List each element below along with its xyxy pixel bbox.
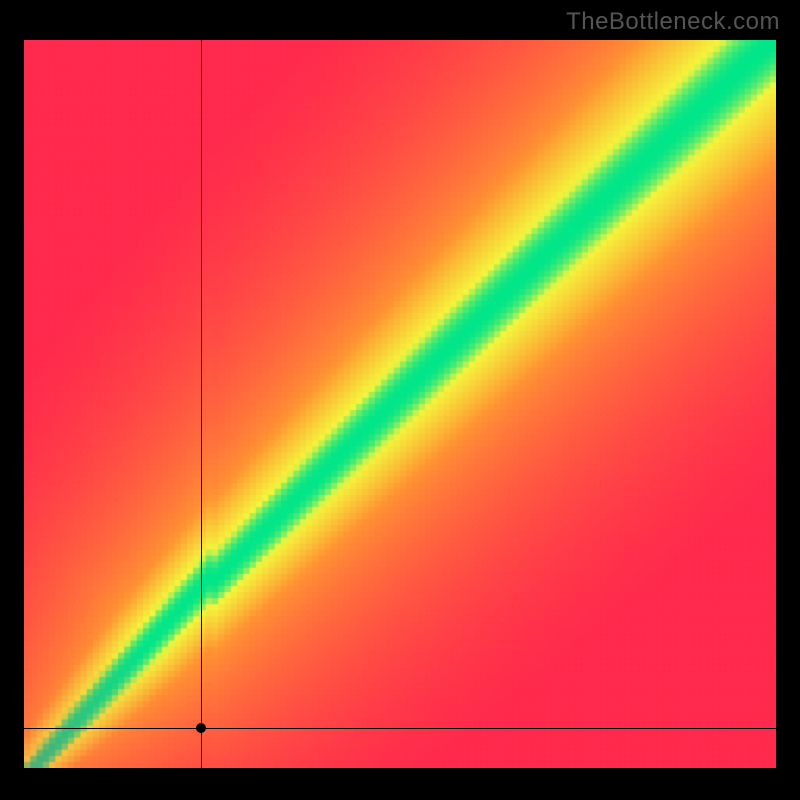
crosshair-horizontal <box>24 728 776 729</box>
crosshair-marker <box>196 723 206 733</box>
watermark-text: TheBottleneck.com <box>566 8 780 36</box>
bottleneck-heatmap <box>24 40 776 768</box>
plot-area <box>24 40 776 768</box>
crosshair-vertical <box>201 40 202 768</box>
